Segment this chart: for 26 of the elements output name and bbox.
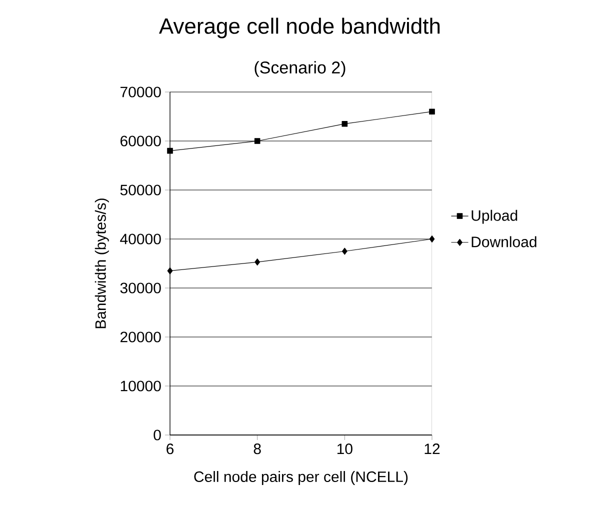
x-axis-title: Cell node pairs per cell (NCELL) xyxy=(194,471,408,485)
x-tick-label: 6 xyxy=(166,444,174,454)
y-tick-label: 0 xyxy=(154,430,161,440)
y-tick-label: 40000 xyxy=(120,234,161,244)
point xyxy=(254,138,260,144)
x-tick-label: 12 xyxy=(424,444,440,454)
point xyxy=(429,236,435,243)
x-tick-label: 8 xyxy=(254,444,261,454)
y-axis-title: Bandwidth (bytes/s) xyxy=(94,198,109,328)
y-tick-label: 30000 xyxy=(120,282,161,294)
chart-title: Average cell node bandwidth xyxy=(158,18,440,38)
y-tick-label: 10000 xyxy=(120,380,161,392)
point xyxy=(429,108,435,115)
legend-label: Upload xyxy=(472,210,518,224)
point xyxy=(254,258,260,266)
point xyxy=(167,267,173,274)
legend-label: Download xyxy=(472,236,536,248)
y-tick-label: 50000 xyxy=(120,184,161,196)
x-tick-label: 10 xyxy=(337,444,352,454)
chart-subtitle: (Scenario 2) xyxy=(254,61,346,77)
y-tick-label: 70000 xyxy=(120,86,161,98)
point xyxy=(167,148,173,154)
y-tick-label: 60000 xyxy=(120,136,161,146)
point xyxy=(342,248,348,255)
y-tick-label: 20000 xyxy=(120,332,161,342)
point xyxy=(342,120,348,127)
